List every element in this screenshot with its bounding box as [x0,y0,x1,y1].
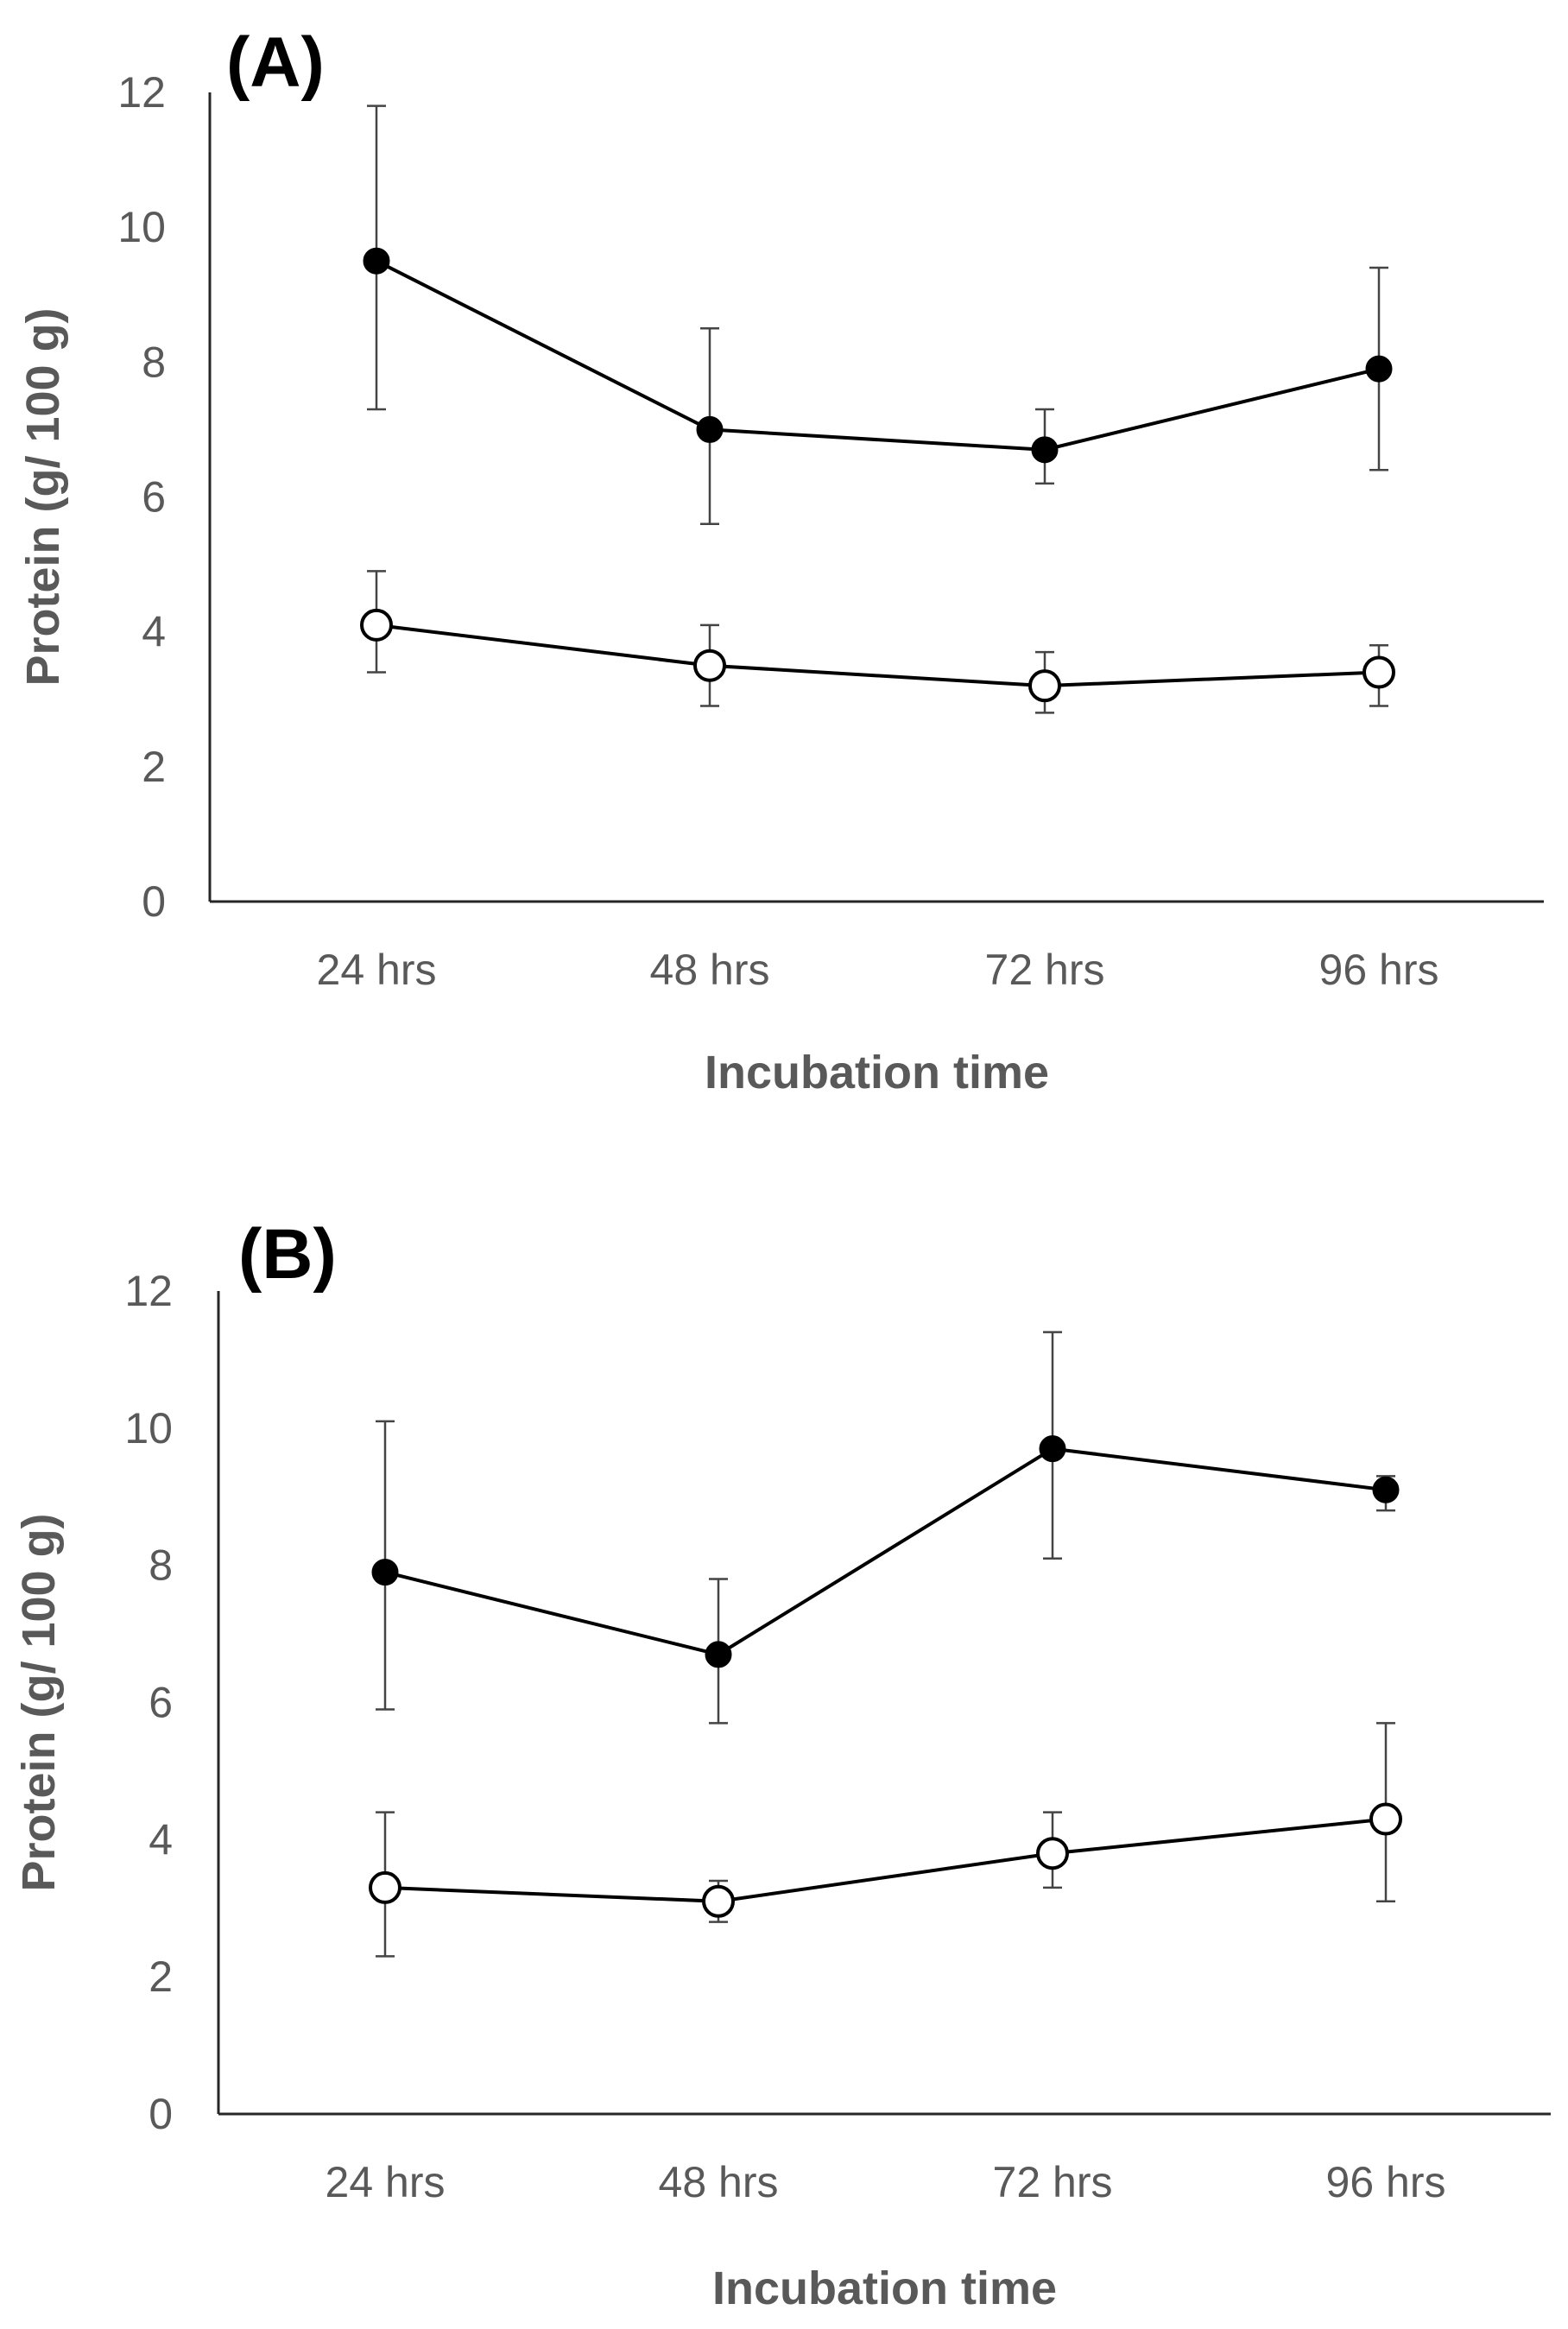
series-open [369,1722,1402,1958]
y-tick-label: 12 [117,68,166,117]
panel-label: (A) [226,23,325,102]
y-tick-label: 0 [149,2090,173,2138]
data-point-open [1363,655,1395,689]
x-tick-label: 24 hrs [326,2158,446,2206]
data-point-filled [1365,355,1393,383]
y-tick-label: 6 [149,1679,173,1727]
data-point-open [702,1884,735,1918]
data-point-open [1028,669,1061,703]
y-tick-label: 8 [149,1541,173,1590]
y-tick-label: 4 [149,1815,173,1864]
y-tick-label: 2 [149,1952,173,2001]
y-tick-label: 10 [117,203,166,251]
series-line-open [376,623,1380,688]
series-open [360,570,1395,714]
y-tick-label: 6 [142,473,166,522]
y-axis-title: Protein (g/ 100 g) [17,307,69,686]
data-point-open [1036,1837,1069,1870]
data-point-filled [696,415,724,443]
data-point-open [360,608,393,642]
y-tick-label: 2 [142,743,166,791]
data-point-filled [371,1559,399,1586]
series-line-filled [376,259,1380,452]
y-tick-label: 0 [142,877,166,926]
series-filled [371,1331,1400,1725]
x-tick-label: 72 hrs [985,946,1105,994]
data-point-open [1369,1802,1402,1836]
x-tick-label: 72 hrs [993,2158,1113,2206]
data-point-open [693,649,726,682]
data-point-open [369,1870,401,1904]
data-point-filled [1031,436,1059,464]
y-tick-label: 4 [142,608,166,656]
x-tick-label: 96 hrs [1319,946,1439,994]
x-axis-title: Incubation time [712,2263,1057,2314]
series-line-filled [384,1446,1387,1657]
chart-panel-b: 0 2 4 6 8 10 12 24 hrs 48 hrs 72 hrs 96 hrs Incubat… [13,1215,1551,2314]
series-filled [363,104,1393,525]
x-tick-label: 24 hrs [317,946,437,994]
chart-panel-a: 0 2 4 6 8 10 12 24 hrs 48 hrs 72 hrs 96 hrs Incubat… [17,23,1544,1098]
x-tick-label: 96 hrs [1326,2158,1446,2206]
x-axis-title: Incubation time [705,1047,1049,1098]
data-point-filled [363,247,390,275]
y-axis-title: Protein (g/ 100 g) [13,1513,65,1891]
y-tick-label: 10 [124,1404,173,1452]
y-tick-label: 12 [124,1267,173,1315]
x-tick-label: 48 hrs [650,946,770,994]
data-point-filled [705,1641,732,1668]
data-point-filled [1372,1476,1400,1503]
panel-label: (B) [238,1215,337,1294]
x-tick-label: 48 hrs [659,2158,779,2206]
series-line-open [384,1817,1387,1903]
data-point-filled [1039,1435,1066,1463]
y-tick-label: 8 [142,338,166,386]
